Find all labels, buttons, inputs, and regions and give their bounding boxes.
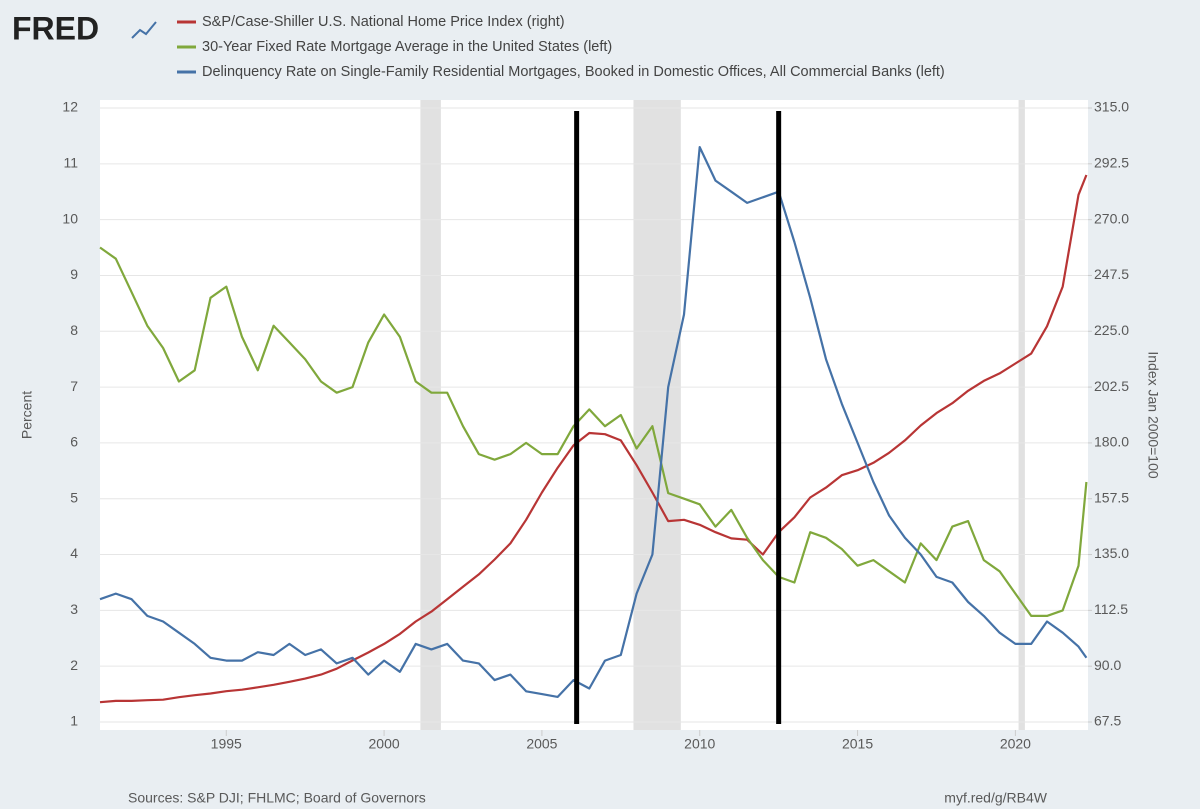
y2-tick-label: 180.0 [1094,434,1129,450]
y-tick-label: 6 [70,434,78,450]
y-tick-label: 4 [70,545,78,561]
y-tick-label: 9 [70,266,78,282]
recession-band [420,100,441,730]
legend-label: Delinquency Rate on Single-Family Reside… [202,64,945,80]
legend-label: S&P/Case-Shiller U.S. National Home Pric… [202,14,565,30]
series-line [99,146,1088,698]
y2-tick-label: 270.0 [1094,210,1129,226]
y2-tick-label: 90.0 [1094,657,1121,673]
source: Sources: S&P DJI; FHLMC; Board of Govern… [128,790,426,806]
y-tick-label: 2 [70,657,78,673]
x-tick-label: 1995 [211,736,242,752]
y-tick-label: 11 [63,155,78,171]
y-tick-label: 5 [70,489,78,505]
y2-tick-label: 112.5 [1094,601,1128,617]
y2-tick-label: 292.5 [1094,155,1129,171]
x-tick-label: 2020 [1000,736,1031,752]
recession-band [633,100,681,730]
logo-icon [131,21,157,39]
series-line [99,174,1088,704]
y2-tick-label: 247.5 [1094,266,1129,282]
x-tick-label: 2015 [842,736,873,752]
y2-tick-label: 202.5 [1094,378,1129,394]
x-tick-label: 2000 [369,736,400,752]
y-tick-label: 7 [70,378,78,394]
y-tick-label: 8 [70,322,78,338]
x-tick-label: 2005 [526,736,557,752]
y-tick-label: 10 [62,210,78,226]
y-tick-label: 1 [70,713,78,729]
y2-tick-label: 67.5 [1094,713,1121,729]
series-line [99,246,1088,617]
y-tick-label: 12 [62,99,78,115]
recession-band [1018,100,1025,730]
legend-label: 30-Year Fixed Rate Mortgage Average in t… [202,39,612,55]
y2-axis-label: Index Jan 2000=100 [1145,351,1161,478]
link: myf.red/g/RB4W [944,790,1047,806]
y2-tick-label: 135.0 [1094,545,1129,561]
x-tick-label: 2010 [684,736,715,752]
y-axis-label: Percent [19,391,35,439]
y2-tick-label: 225.0 [1094,322,1129,338]
y2-tick-label: 315.0 [1094,99,1129,115]
y2-tick-label: 157.5 [1094,489,1129,505]
logo: FRED [12,10,99,46]
y-tick-label: 3 [70,601,78,617]
